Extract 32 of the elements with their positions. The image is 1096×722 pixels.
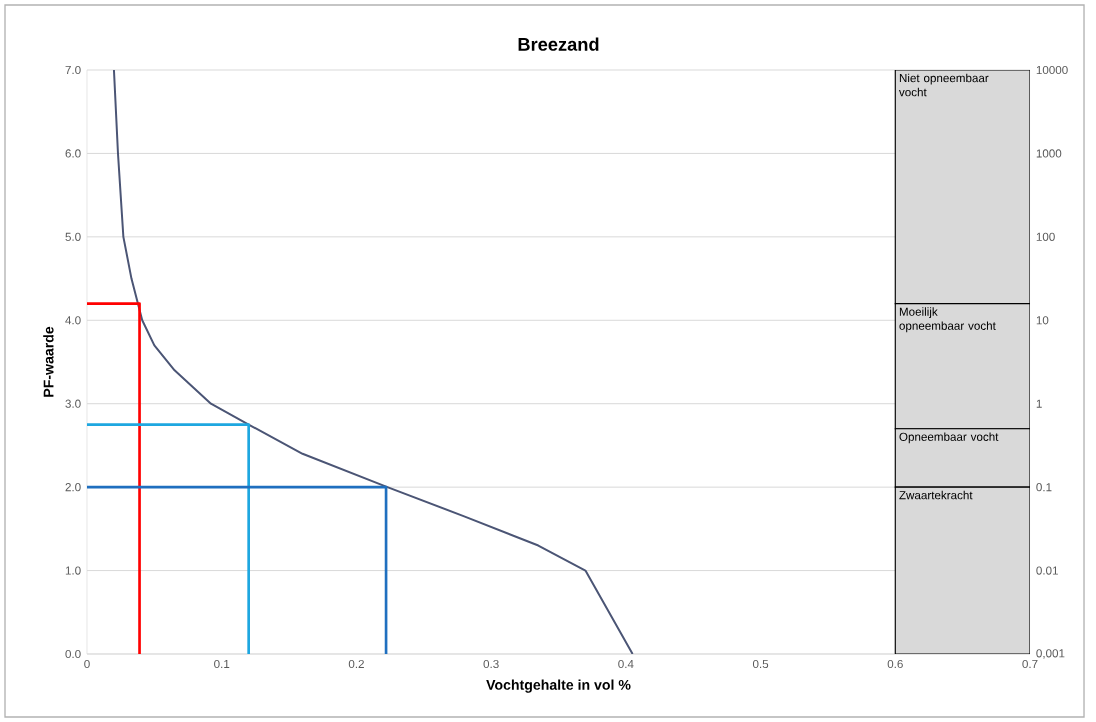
y-tick-label: 0.0 <box>65 649 81 659</box>
y2-tick-label: 1000 <box>1036 149 1062 158</box>
y-tick-label: 2.0 <box>65 483 81 492</box>
y-tick-label: 7.0 <box>65 65 81 75</box>
x-tick-label: 0.2 <box>348 659 364 669</box>
line-series <box>112 70 634 654</box>
y2-tick-label: 0,001 <box>1036 649 1065 659</box>
x-tick-label: 0.6 <box>887 659 903 669</box>
x-tick-label: 0.1 <box>214 659 230 669</box>
y2-tick-label: 0.1 <box>1036 483 1052 492</box>
band-label: Moeilijk opneembaar vocht <box>899 307 996 333</box>
y-tick-label: 4.0 <box>65 316 81 325</box>
x-tick-label: 0.5 <box>752 659 769 669</box>
y-tick-label: 3.0 <box>65 399 81 408</box>
y-tick-label: 1.0 <box>65 566 81 575</box>
x-axis-title: Vochtgehalte in vol % <box>486 679 631 693</box>
chart-title: Breezand <box>518 37 599 51</box>
x-tick-label: 0.7 <box>1022 659 1038 669</box>
y-tick-label: 6.0 <box>65 149 81 158</box>
y2-tick-label: 1 <box>1036 399 1042 408</box>
y-tick-label: 5.0 <box>65 232 81 241</box>
x-tick-label: 0 <box>84 659 90 669</box>
x-tick-label: 0.3 <box>483 659 499 669</box>
band-label: Zwaartekracht <box>899 490 973 500</box>
y2-tick-label: 0.01 <box>1036 566 1058 575</box>
y2-tick-label: 10 <box>1036 316 1049 325</box>
band-label: Niet opneembaar vocht <box>899 73 989 97</box>
band-label: Opneembaar vocht <box>899 432 999 444</box>
y2-tick-label: 100 <box>1036 232 1055 241</box>
x-tick-label: 0.4 <box>618 659 634 669</box>
y2-tick-label: 10000 <box>1036 65 1068 75</box>
y-axis-title: PF-waarde <box>43 326 54 397</box>
